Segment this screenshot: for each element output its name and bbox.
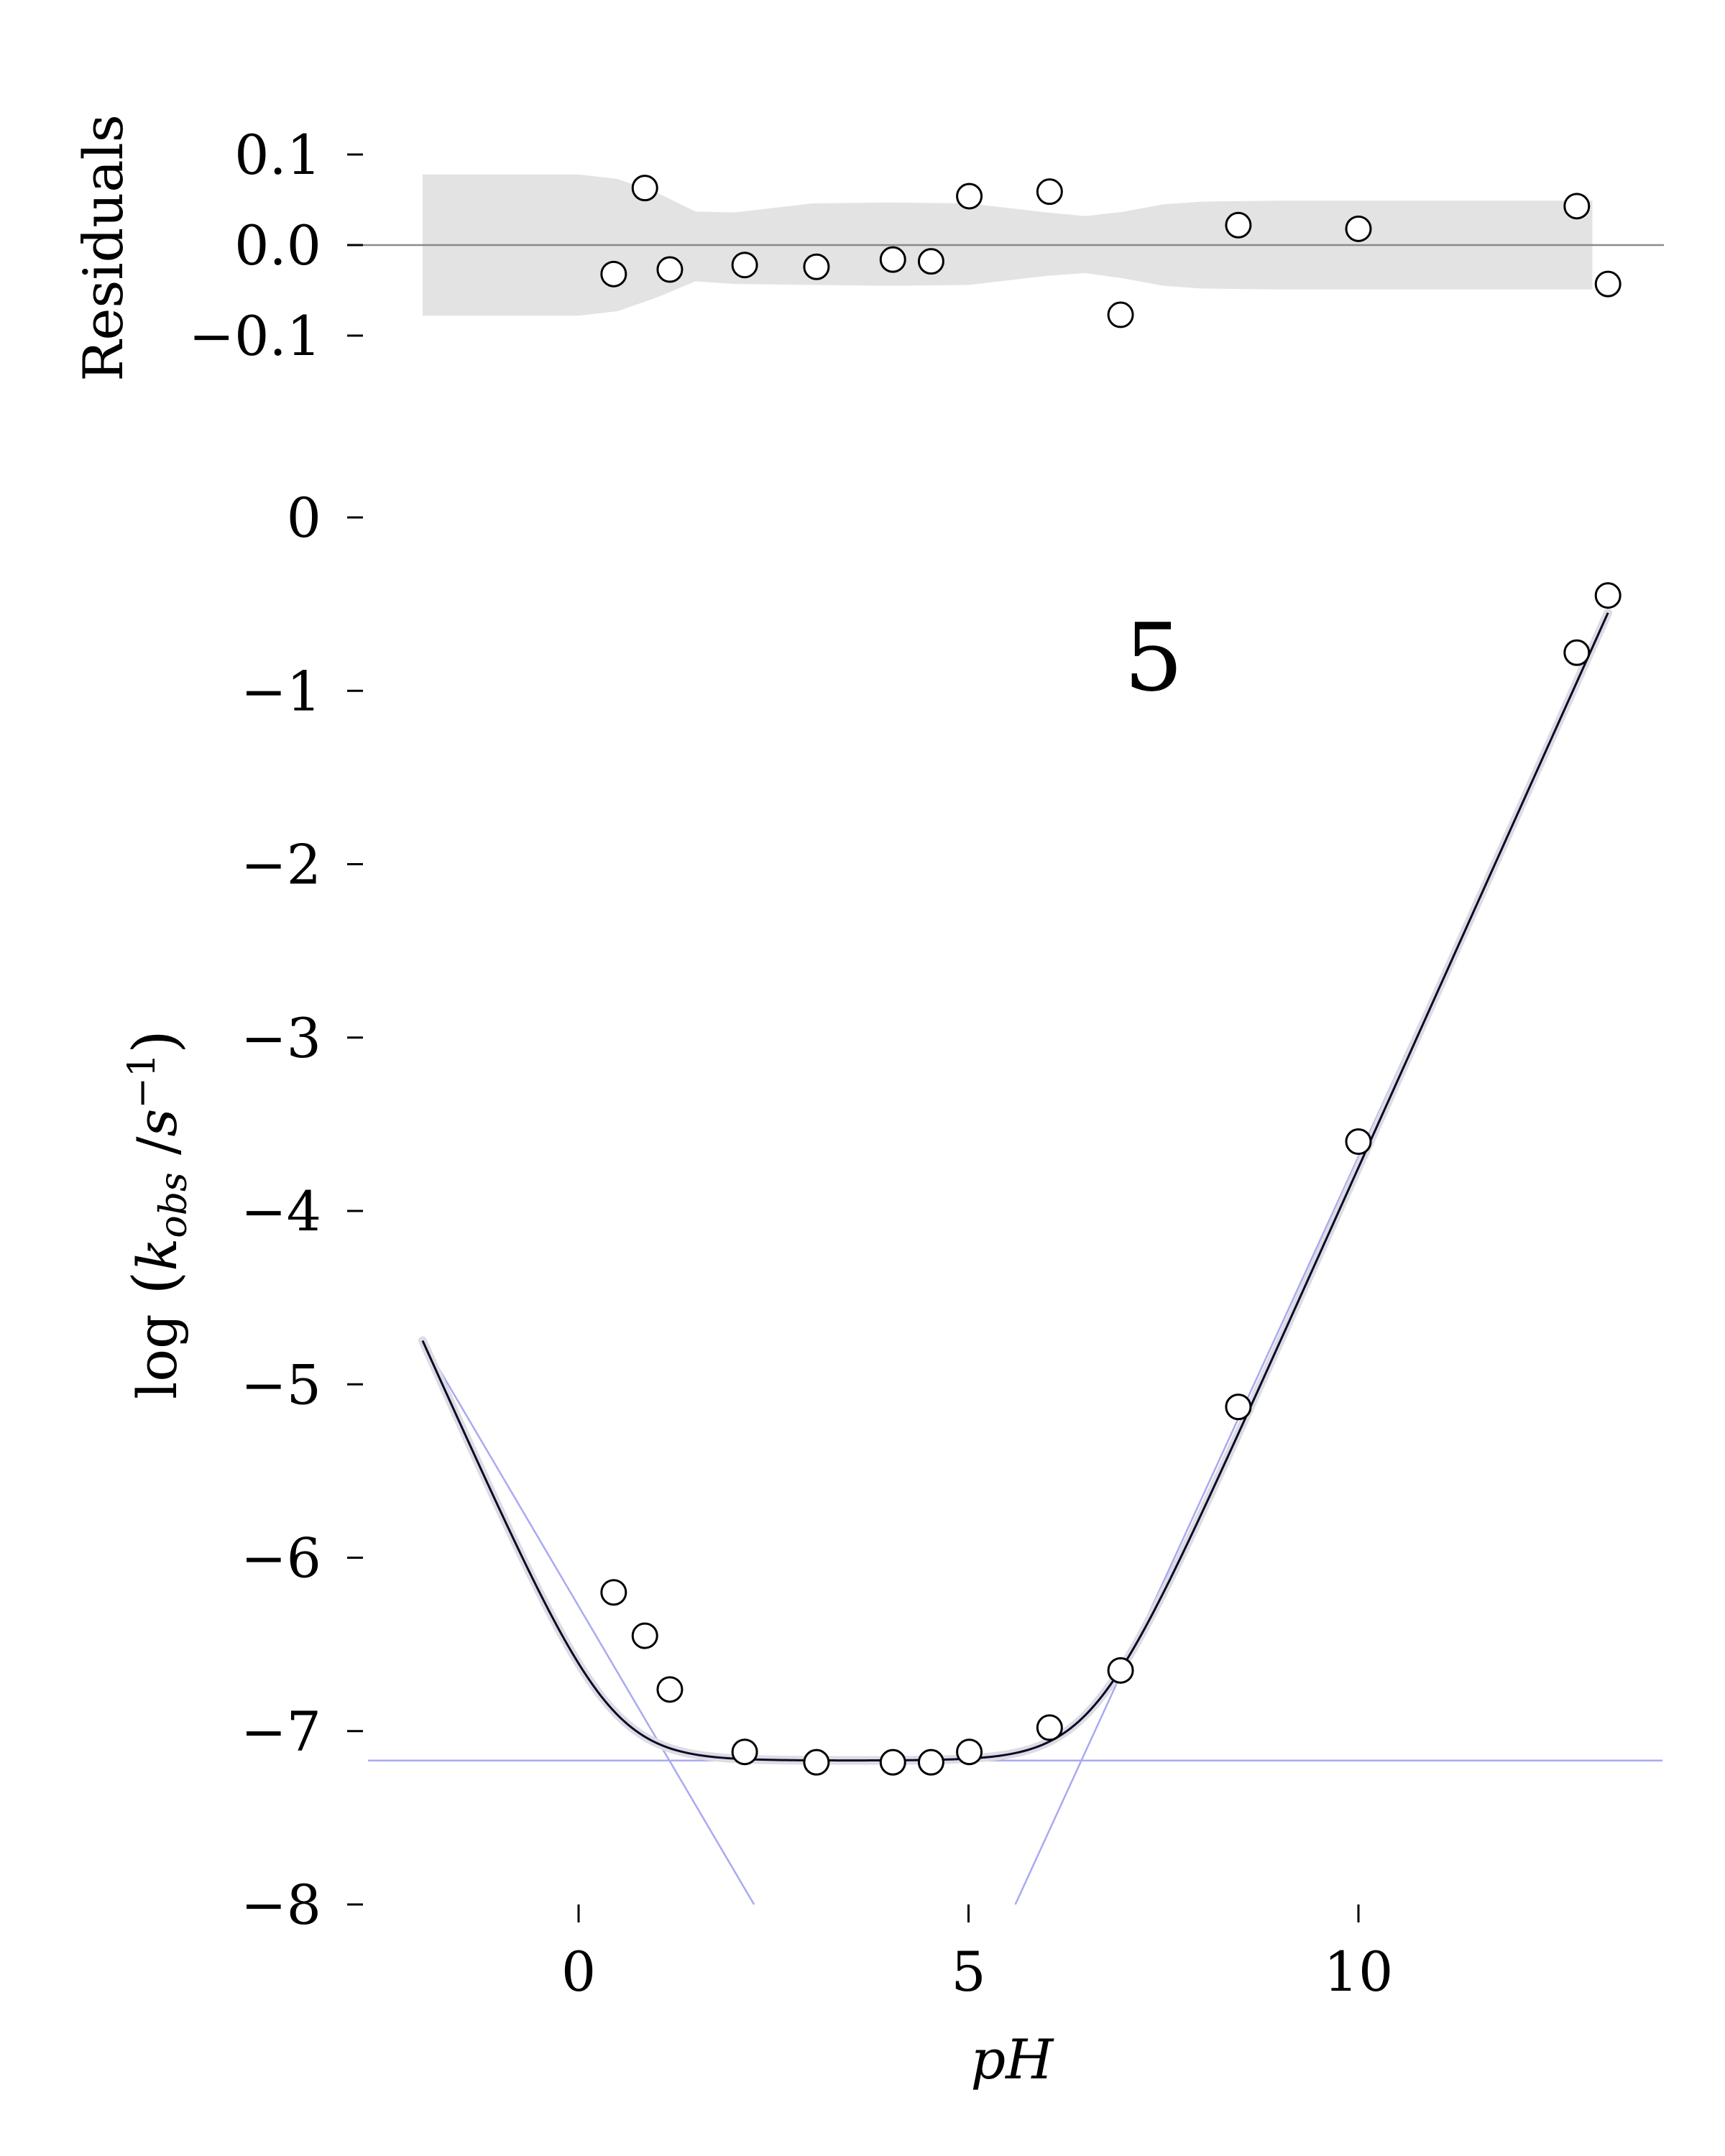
y-tick-label: −1: [241, 659, 321, 723]
data-point: [731, 1738, 758, 1766]
data-point: [600, 1579, 627, 1606]
main-y-ticks: 0 −1 −2 −3 −4 −5 −6 −7 −8: [241, 486, 363, 1937]
y-axis-label: log (kobs /s−1): [120, 1030, 196, 1399]
data-point: [1594, 582, 1622, 609]
y-axis-label-close-paren: ): [120, 1030, 190, 1054]
asymptote-lines: [368, 612, 1663, 1905]
panel-annotation-label: 5: [1124, 603, 1184, 712]
data-point: [631, 1622, 658, 1649]
y-tick-label: −6: [241, 1526, 321, 1590]
residual-point: [1563, 193, 1591, 220]
residual-point: [1036, 178, 1063, 206]
residuals-y-tick-label: 0.0: [234, 213, 321, 277]
y-axis-label-log: log: [125, 1314, 189, 1399]
residual-point: [803, 253, 830, 280]
fit-curve: [421, 612, 1609, 1762]
y-axis-label-subscript: obs: [152, 1172, 196, 1238]
residual-point: [1225, 211, 1252, 239]
residual-point: [956, 183, 983, 210]
residual-point: [1345, 215, 1372, 242]
main-panel: 0 −1 −2 −3 −4 −5 −6 −7 −8 0 5 10 5 pH log (kobs /s…: [120, 486, 1663, 2091]
data-point: [1563, 639, 1591, 666]
y-tick-label: −2: [241, 833, 321, 897]
asymptote-acid: [421, 1340, 755, 1905]
residuals-points: [600, 175, 1622, 328]
residual-point: [731, 252, 758, 279]
fit-confidence-band: [418, 608, 1613, 1765]
y-tick-label: −5: [241, 1353, 321, 1416]
x-axis-label: pH: [971, 2027, 1055, 2091]
data-point: [879, 1749, 906, 1776]
y-axis-label-k: k: [125, 1238, 189, 1271]
residuals-y-ticks: 0.1 0.0 −0.1: [188, 123, 363, 368]
residuals-y-axis-label: Residuals: [71, 114, 135, 382]
x-tick-label: 5: [951, 1940, 985, 2004]
residual-point: [1594, 270, 1622, 298]
y-axis-label-unit: s: [125, 1109, 189, 1137]
y-axis-label-slash: /: [125, 1136, 189, 1172]
residuals-panel: 0.1 0.0 −0.1 Residuals: [71, 114, 1664, 382]
residual-point: [1107, 301, 1134, 328]
residual-point: [879, 246, 906, 273]
data-point: [1225, 1393, 1252, 1421]
data-point: [656, 1676, 684, 1703]
data-point: [1345, 1128, 1372, 1155]
y-tick-label: −8: [241, 1873, 321, 1937]
y-tick-label: 0: [287, 486, 321, 550]
y-tick-label: −4: [241, 1179, 321, 1243]
y-tick-label: −3: [241, 1006, 321, 1070]
data-point: [1107, 1657, 1134, 1684]
residual-point: [656, 256, 684, 283]
residual-point: [631, 175, 658, 202]
residual-point: [917, 248, 944, 275]
residuals-y-tick-label: 0.1: [234, 123, 321, 187]
residual-point: [600, 260, 627, 287]
x-tick-label: 0: [561, 1940, 596, 2004]
data-point: [917, 1749, 944, 1776]
data-point: [956, 1738, 983, 1766]
y-tick-label: −7: [241, 1700, 321, 1764]
residuals-y-tick-label: −0.1: [188, 304, 321, 368]
y-axis-label-open-paren: (: [120, 1271, 190, 1314]
main-x-ticks: 0 5 10: [561, 1904, 1394, 2004]
data-point: [803, 1749, 830, 1776]
data-point: [1036, 1714, 1063, 1741]
data-points: [600, 582, 1622, 1776]
x-tick-label: 10: [1324, 1940, 1394, 2004]
y-axis-label-exponent: −1: [121, 1054, 164, 1109]
